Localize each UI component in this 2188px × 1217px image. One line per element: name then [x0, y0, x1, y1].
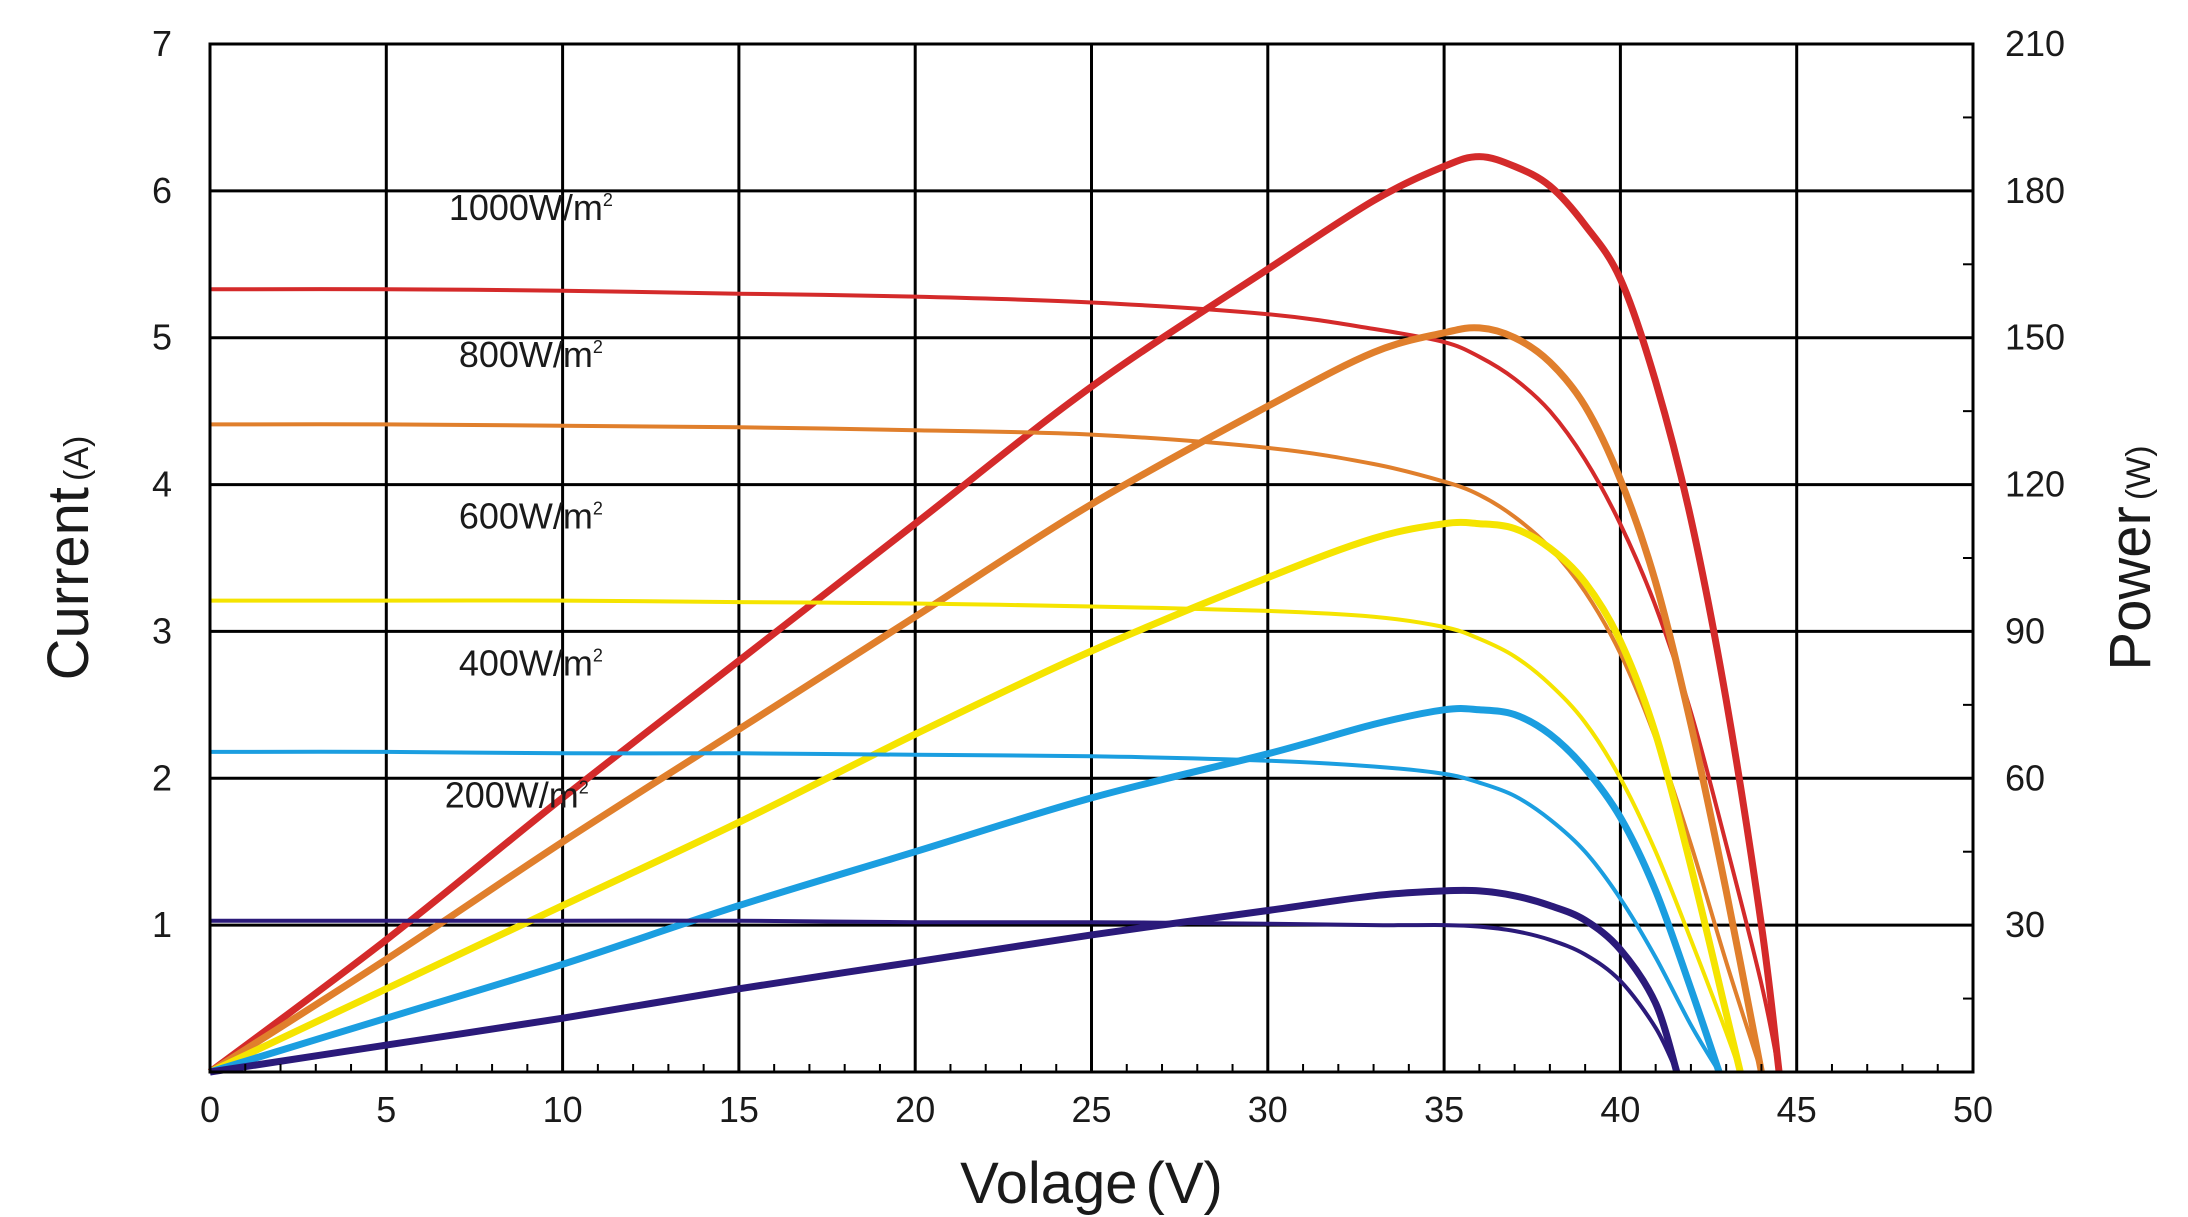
y-left-tick-label: 2 [152, 757, 172, 798]
x-tick-label: 15 [719, 1089, 759, 1130]
x-tick-label: 10 [543, 1089, 583, 1130]
y-left-tick-label: 5 [152, 317, 172, 358]
x-tick-label: 35 [1424, 1089, 1464, 1130]
x-tick-label: 45 [1777, 1089, 1817, 1130]
x-tick-label: 40 [1600, 1089, 1640, 1130]
plot-frame [208, 42, 1975, 1074]
pv-curve-400W/m2 [208, 704, 1723, 1076]
irradiance-label-400W/m: 400W/m2 [459, 642, 603, 683]
x-tick-label: 20 [895, 1089, 935, 1130]
pv-curve-200W/m2 [209, 886, 1681, 1076]
grid [210, 44, 1973, 1072]
iv-curve-600W/m2 [210, 598, 1743, 1073]
plot-border [208, 42, 1975, 1074]
irradiance-label-value: 1000W/m [449, 187, 603, 228]
y-left-tick-label: 1 [152, 904, 172, 945]
y-right-axis-title: Power(W) [2098, 445, 2163, 670]
pv-curve-800W/m2 [208, 324, 1765, 1075]
irradiance-label-sup: 2 [603, 190, 613, 210]
x-tick-label: 25 [1071, 1089, 1111, 1130]
irradiance-label-value: 600W/m [459, 496, 593, 537]
irradiance-label-sup: 2 [579, 778, 589, 798]
irradiance-label-1000W/m: 1000W/m2 [449, 187, 613, 228]
y-right-tick-label: 150 [2005, 317, 2065, 358]
irradiance-label-text: 200W/m2 [445, 775, 589, 816]
irradiance-label-value: 800W/m [459, 334, 593, 375]
y-right-tick-label: 120 [2005, 464, 2065, 505]
x-tick-label: 50 [1953, 1089, 1993, 1130]
y-left-axis-title: Current(A) [36, 436, 101, 681]
iv-curve-800W/m2 [209, 422, 1764, 1073]
irradiance-label-200W/m: 200W/m2 [445, 775, 589, 816]
x-tick-label: 0 [200, 1089, 220, 1130]
x-axis-title: Volage (V) [960, 1151, 1223, 1216]
irradiance-label-600W/m: 600W/m2 [459, 496, 603, 537]
y-right-tick-label: 90 [2005, 610, 2045, 651]
y-left-tick-label: 4 [152, 464, 172, 505]
y-left-axis-title-group: Current(A) [36, 436, 101, 681]
y-right-tick-label: 210 [2005, 23, 2065, 64]
irradiance-label-text: 1000W/m2 [449, 187, 613, 228]
x-tick-label: 5 [376, 1089, 396, 1130]
irradiance-label-sup: 2 [593, 337, 603, 357]
y-left-tick-label: 3 [152, 610, 172, 651]
irradiance-label-value: 200W/m [445, 775, 579, 816]
axis-titles: Volage (V) Current(A) Power(W) [36, 436, 2163, 1216]
y-right-tick-label: 180 [2005, 170, 2065, 211]
pv-curve-1000W/m2 [207, 153, 1783, 1075]
series-layer [207, 153, 1783, 1076]
irradiance-label-sup: 2 [593, 645, 603, 665]
y-right-tick-label: 60 [2005, 757, 2045, 798]
irradiance-label-sup: 2 [593, 499, 603, 519]
pv-curve-600W/m2 [208, 518, 1744, 1076]
irradiance-label-text: 800W/m2 [459, 334, 603, 375]
irradiance-label-text: 600W/m2 [459, 496, 603, 537]
y-left-tick-label: 7 [152, 23, 172, 64]
y-right-tick-label: 30 [2005, 904, 2045, 945]
tick-layer: 0 5 10 15 20 25 30 35 40 45 5012345673060901201501… [152, 23, 2065, 1130]
x-tick-label: 30 [1248, 1089, 1288, 1130]
iv-curve-200W/m2 [210, 918, 1679, 1073]
iv-curve-400W/m2 [209, 749, 1721, 1074]
irradiance-label-text: 400W/m2 [459, 642, 603, 683]
y-left-tick-label: 6 [152, 170, 172, 211]
irradiance-label-800W/m: 800W/m2 [459, 334, 603, 375]
irradiance-label-value: 400W/m [459, 642, 593, 683]
y-right-axis-title-group: Power(W) [2098, 445, 2163, 670]
